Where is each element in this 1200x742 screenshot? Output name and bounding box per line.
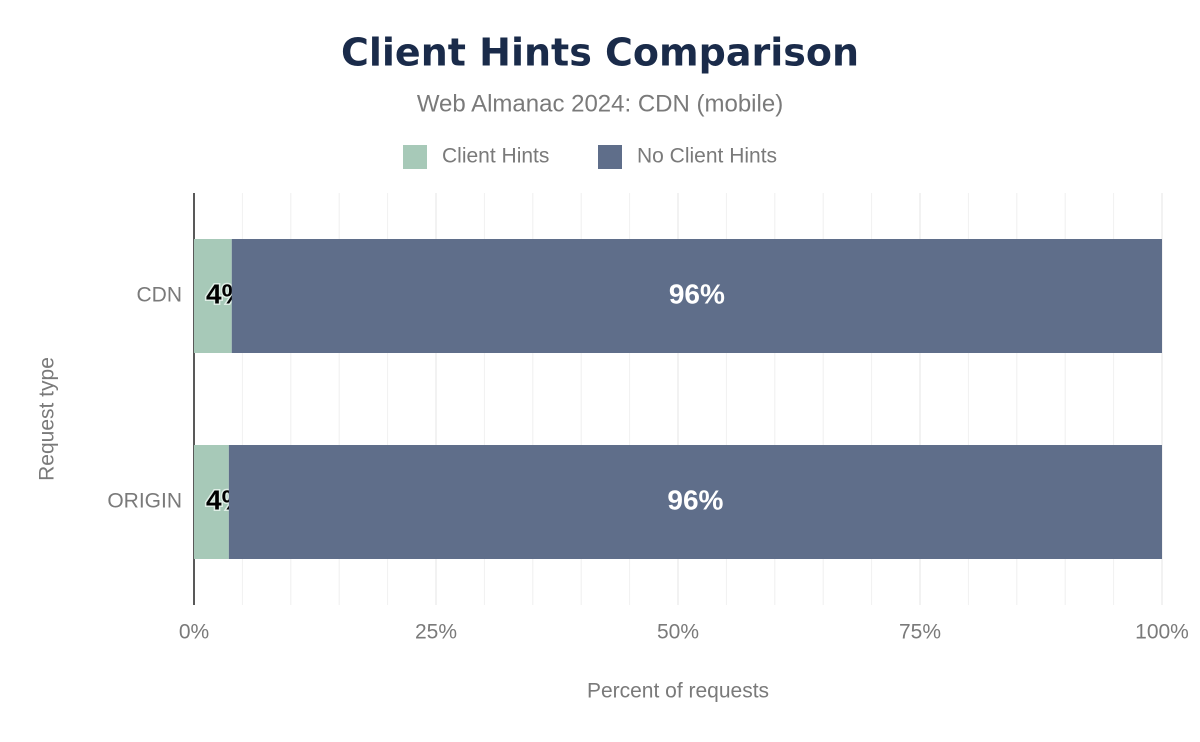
chart-subtitle: Web Almanac 2024: CDN (mobile) [417,90,783,117]
y-tick-label: ORIGIN [107,490,182,513]
x-tick-label: 75% [899,621,941,644]
bar-segment [228,445,1162,559]
x-axis-label: Percent of requests [587,680,769,703]
chart-title: Client Hints Comparison [341,31,859,75]
legend-label: Client Hints [442,145,549,168]
legend-swatch [403,145,427,169]
data-label: 96% [667,484,723,515]
x-tick-label: 100% [1135,621,1189,644]
bar-segment [194,239,232,353]
y-tick-label: CDN [137,284,183,307]
bar-segment [194,445,229,559]
legend-swatch [598,145,622,169]
x-tick-label: 50% [657,621,699,644]
x-tick-label: 0% [179,621,209,644]
legend-label: No Client Hints [637,145,777,168]
bar-segment [231,239,1162,353]
x-tick-label: 25% [415,621,457,644]
data-label: 96% [669,278,725,309]
y-axis-label: Request type [36,357,59,481]
